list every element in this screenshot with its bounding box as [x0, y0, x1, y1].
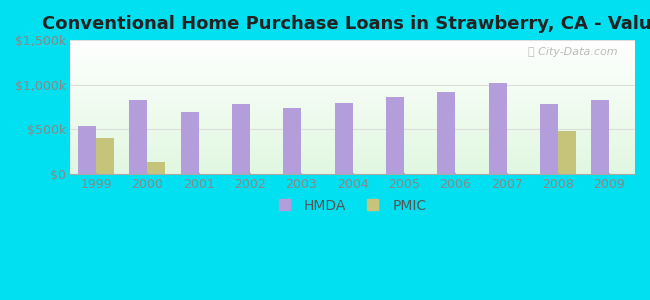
Bar: [96, 138, 114, 174]
Bar: [489, 83, 506, 174]
Bar: [558, 131, 576, 174]
Bar: [540, 103, 558, 174]
Text: ⓘ City-Data.com: ⓘ City-Data.com: [528, 47, 618, 57]
Bar: [283, 108, 302, 174]
Bar: [78, 126, 96, 174]
Bar: [592, 100, 609, 174]
Legend: HMDA, PMIC: HMDA, PMIC: [274, 193, 432, 218]
Bar: [232, 103, 250, 174]
Bar: [437, 92, 455, 174]
Bar: [129, 100, 148, 174]
Title: Conventional Home Purchase Loans in Strawberry, CA - Value: Conventional Home Purchase Loans in Stra…: [42, 15, 650, 33]
Bar: [335, 103, 353, 174]
Bar: [181, 112, 199, 174]
Bar: [386, 97, 404, 174]
Bar: [148, 162, 165, 174]
